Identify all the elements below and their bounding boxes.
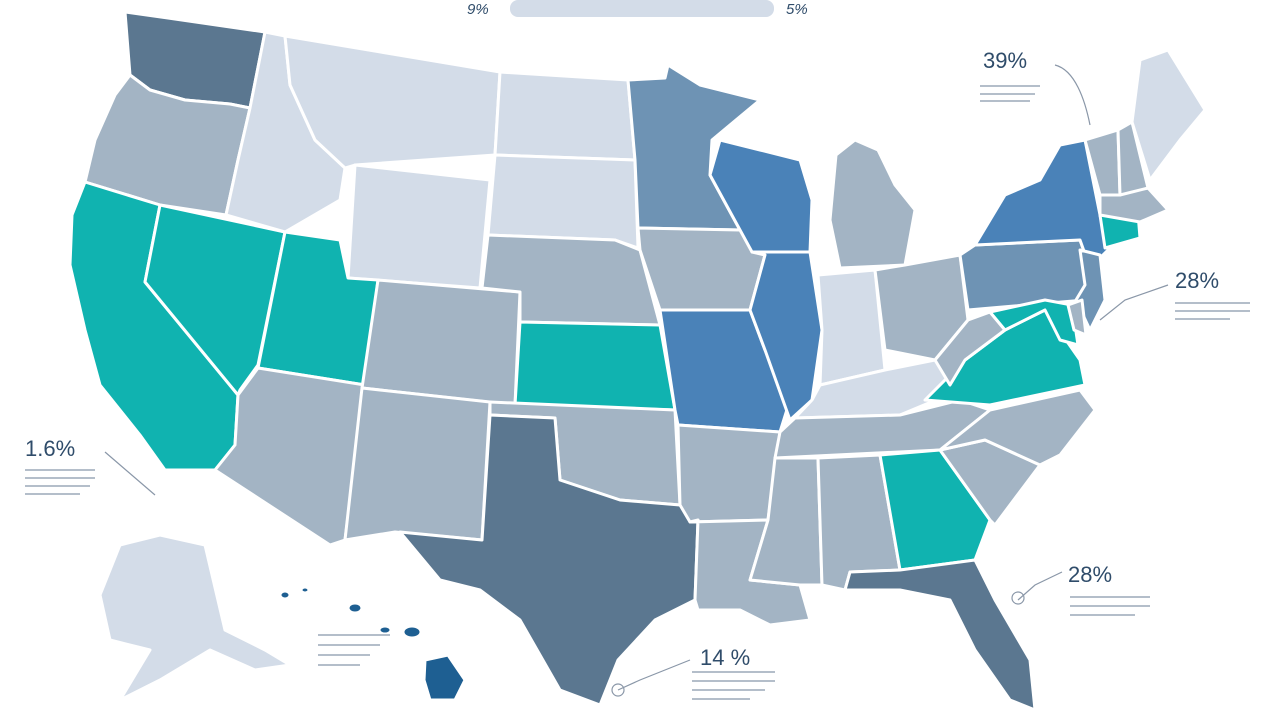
state-hawaii[interactable] xyxy=(278,585,467,702)
state-texas[interactable] xyxy=(398,413,700,707)
state-maine[interactable] xyxy=(1130,48,1207,182)
state-illinois[interactable] xyxy=(748,250,824,422)
state-arkansas[interactable] xyxy=(676,423,782,524)
great-lakes xyxy=(770,115,835,265)
callout-midatlantic: 28% xyxy=(1175,268,1219,293)
state-arizona[interactable] xyxy=(213,366,367,547)
state-north-carolina[interactable] xyxy=(938,388,1097,467)
state-kansas[interactable] xyxy=(513,320,677,412)
top-bar-left-label: 9% xyxy=(467,1,489,18)
state-wyoming[interactable] xyxy=(346,163,492,290)
leader-lines xyxy=(104,64,1169,697)
states-layer xyxy=(68,10,1207,712)
state-south-dakota[interactable] xyxy=(486,153,640,250)
callout-southeast: 28% xyxy=(1068,562,1112,587)
caption-lines xyxy=(25,85,1250,700)
state-delaware[interactable] xyxy=(1066,298,1088,337)
callout-west: 1.6% xyxy=(25,436,75,461)
state-maryland[interactable] xyxy=(988,298,1080,347)
state-minnesota[interactable] xyxy=(626,63,762,232)
callout-northeast: 39% xyxy=(983,48,1027,73)
state-pennsylvania[interactable] xyxy=(958,238,1092,312)
top-bar-right-label: 5% xyxy=(786,1,808,18)
state-new-hampshire[interactable] xyxy=(1116,120,1150,197)
top-bar xyxy=(510,0,774,17)
state-new-mexico[interactable] xyxy=(343,386,492,542)
state-indiana[interactable] xyxy=(816,268,887,387)
state-north-dakota[interactable] xyxy=(493,70,637,162)
state-georgia[interactable] xyxy=(878,448,992,572)
state-michigan[interactable] xyxy=(828,138,917,270)
state-florida[interactable] xyxy=(843,558,1037,712)
callout-gulf: 14 % xyxy=(700,645,750,670)
state-colorado[interactable] xyxy=(360,278,522,407)
state-alaska[interactable] xyxy=(98,533,292,702)
